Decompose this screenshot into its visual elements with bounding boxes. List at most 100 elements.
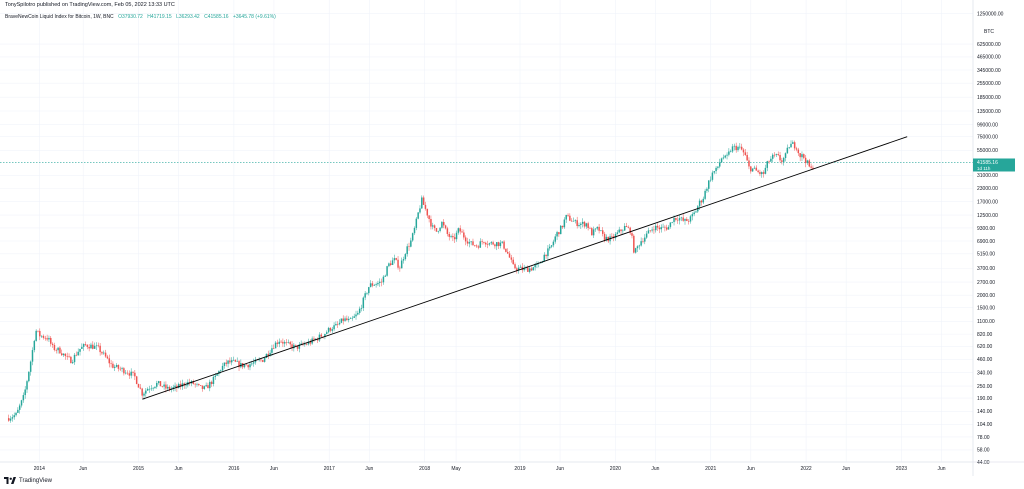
candle-body xyxy=(126,372,129,374)
candle-body xyxy=(737,146,739,151)
price-tick-label: 17000.00 xyxy=(977,199,998,205)
candle-body xyxy=(514,264,516,269)
candle-body xyxy=(419,208,421,213)
candle-body xyxy=(660,227,662,230)
candle-body xyxy=(115,364,118,367)
candle-body xyxy=(527,267,529,272)
price-tag-value: 41585.16 xyxy=(977,160,998,166)
candle-body xyxy=(229,360,231,363)
time-tick-label: Jun xyxy=(79,466,87,472)
candle-body xyxy=(567,214,569,216)
candle-body xyxy=(135,376,138,384)
candle-body xyxy=(172,387,174,389)
candle-body xyxy=(720,158,723,163)
candle-body xyxy=(220,370,222,372)
candle-body xyxy=(119,368,121,370)
candle-body xyxy=(550,245,553,247)
candle-body xyxy=(636,246,639,249)
candle-body xyxy=(548,246,551,249)
candle-body xyxy=(104,352,107,357)
candle-body xyxy=(475,245,478,247)
candle-body xyxy=(273,348,275,349)
candle-body xyxy=(534,264,536,268)
time-axis[interactable]: 2014 Jun 2015 Jun 2016 Jun 2017 Jun 2018 May 2019 J… xyxy=(0,461,1024,472)
candle-body xyxy=(435,227,438,232)
price-tick-label: 345000.00 xyxy=(977,68,1001,74)
candle-body xyxy=(744,152,747,156)
time-tick-label: 2019 xyxy=(514,466,525,472)
candle-body xyxy=(168,386,171,390)
candle-body xyxy=(336,324,339,325)
candle-body xyxy=(7,418,10,421)
candle-body xyxy=(22,395,25,401)
candle-body xyxy=(642,241,644,242)
candle-body xyxy=(600,230,602,231)
candle-body xyxy=(733,145,736,147)
candle-body xyxy=(48,337,50,340)
candle-body xyxy=(528,268,531,272)
candle-body xyxy=(271,348,273,353)
candle-body xyxy=(470,241,472,243)
candle-body xyxy=(154,386,156,388)
candle-body xyxy=(764,167,767,174)
candle-body xyxy=(686,218,688,221)
candle-body xyxy=(71,362,74,364)
candle-body xyxy=(576,220,578,227)
candle-body xyxy=(570,220,573,222)
candle-body xyxy=(262,360,264,362)
candle-body xyxy=(355,314,357,317)
candle-body xyxy=(479,241,482,248)
price-tick-label: 78.00 xyxy=(977,435,990,441)
candle-body xyxy=(464,237,467,242)
support-trendline[interactable] xyxy=(142,136,908,400)
candle-body xyxy=(634,248,637,253)
price-tick-label: 340.00 xyxy=(977,370,993,376)
candle-body xyxy=(700,200,703,203)
time-tick-label: 2017 xyxy=(324,466,335,472)
candle-body xyxy=(278,341,280,344)
candle-body xyxy=(210,381,213,384)
candle-body xyxy=(366,293,368,294)
footer-brand[interactable]: TradingView xyxy=(4,477,52,484)
candle-body xyxy=(790,143,792,148)
candle-body xyxy=(472,241,474,246)
candle-body xyxy=(411,233,414,241)
candle-body xyxy=(274,342,277,349)
price-tick-label: 620.00 xyxy=(977,344,993,350)
candle-body xyxy=(17,409,19,413)
candle-body xyxy=(777,154,779,155)
candle-body xyxy=(408,246,410,247)
candle-body xyxy=(804,157,807,164)
candle-body xyxy=(134,372,136,377)
price-tick-label: 104.00 xyxy=(977,422,993,428)
price-axis[interactable]: 1250000.00 625000.00 465000.00 345000.00 255… xyxy=(972,0,1015,476)
candle-body xyxy=(779,154,781,161)
candle-body xyxy=(492,242,494,245)
time-tick-label: Jun xyxy=(175,466,183,472)
candle-body xyxy=(753,167,756,169)
candle-body xyxy=(810,166,812,168)
price-tick-label: 1500.00 xyxy=(977,306,995,312)
candle-body xyxy=(351,317,354,319)
candle-body xyxy=(468,242,471,244)
candle-body xyxy=(384,275,387,277)
candle-body xyxy=(512,259,514,265)
time-tick-label: Jun xyxy=(747,466,755,472)
candle-body xyxy=(797,149,800,154)
legend-symbol[interactable]: BraveNewCoin Liquid Index for Bitcoin, 1… xyxy=(5,14,114,20)
candle-body xyxy=(437,230,440,232)
candle-body xyxy=(318,334,321,341)
series-legend[interactable]: BraveNewCoin Liquid Index for Bitcoin, 1… xyxy=(5,14,279,20)
candle-body xyxy=(439,227,441,231)
candle-body xyxy=(20,400,23,406)
candle-body xyxy=(145,390,147,394)
candle-body xyxy=(543,254,546,262)
candle-body xyxy=(117,364,120,369)
candle-body xyxy=(247,364,249,368)
candle-body xyxy=(702,198,705,203)
candle-body xyxy=(603,233,606,241)
candle-body xyxy=(196,383,198,385)
time-tick-label: 2021 xyxy=(705,466,716,472)
candle-body xyxy=(563,219,566,228)
